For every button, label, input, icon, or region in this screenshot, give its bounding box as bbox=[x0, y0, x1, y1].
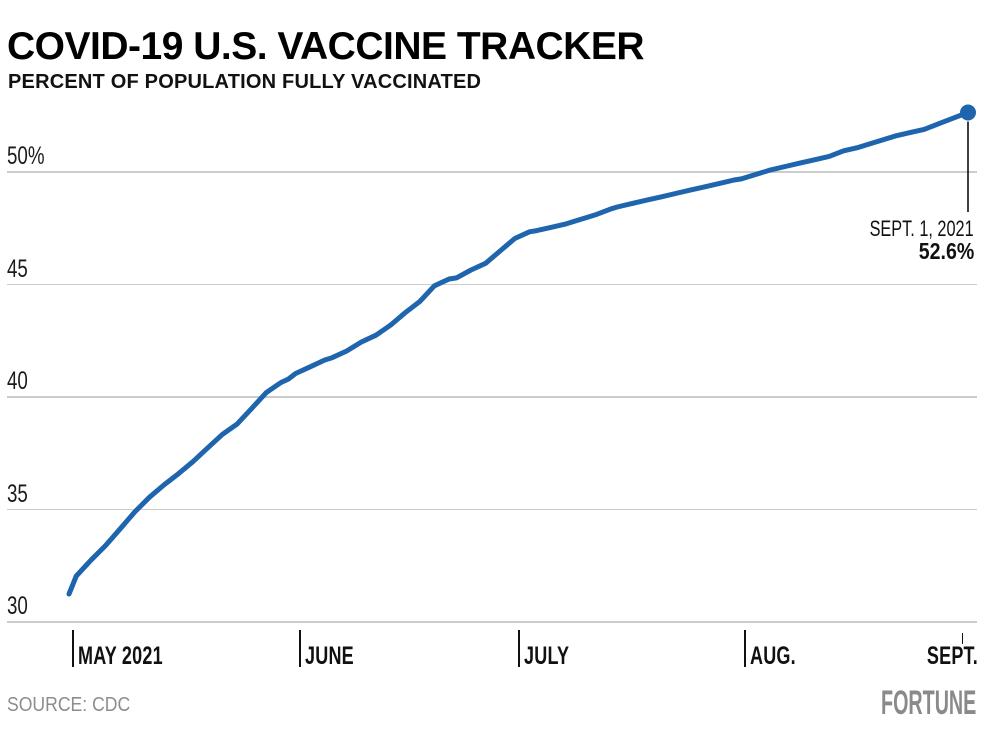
x-axis-tick-2021-05-01 bbox=[72, 630, 74, 667]
x-axis-label-2021-07-01: JULY bbox=[523, 642, 570, 670]
annotation-date: SEPT. 1, 2021 bbox=[869, 216, 974, 241]
x-axis-tick-2021-08-01 bbox=[744, 630, 747, 667]
x-axis-tick-2021-09-01 bbox=[961, 633, 964, 644]
y-axis-label-30: 30 bbox=[7, 592, 28, 620]
y-axis-label-45: 45 bbox=[7, 254, 28, 283]
source-credit: SOURCE: CDC bbox=[7, 694, 131, 716]
gridline-40 bbox=[7, 396, 977, 398]
y-axis-label-35: 35 bbox=[7, 479, 28, 508]
gridline-35 bbox=[7, 508, 977, 510]
fortune-logo: FORTUNE bbox=[880, 684, 976, 722]
x-axis-tick-2021-07-01 bbox=[517, 630, 520, 667]
x-axis-label-2021-09-01: SEPT. bbox=[926, 642, 978, 670]
x-axis-tick-2021-06-01 bbox=[298, 630, 301, 667]
page-title: COVID-19 U.S. VACCINE TRACKER bbox=[7, 25, 645, 68]
x-axis-label-2021-08-01: AUG. bbox=[750, 642, 797, 670]
y-axis-label-40: 40 bbox=[7, 367, 28, 395]
x-axis-label-2021-05-01: MAY 2021 bbox=[78, 642, 163, 670]
trend-line bbox=[66, 110, 971, 597]
gridline-30 bbox=[7, 621, 977, 623]
end-point-dot bbox=[960, 104, 976, 121]
x-axis-label-2021-06-01: JUNE bbox=[304, 642, 354, 670]
gridline-50 bbox=[7, 171, 977, 173]
annotation-value: 52.6% bbox=[918, 238, 974, 264]
gridline-45 bbox=[7, 283, 977, 285]
page-subtitle: PERCENT OF POPULATION FULLY VACCINATED bbox=[8, 71, 482, 93]
y-axis-label-50: 50% bbox=[7, 142, 45, 170]
